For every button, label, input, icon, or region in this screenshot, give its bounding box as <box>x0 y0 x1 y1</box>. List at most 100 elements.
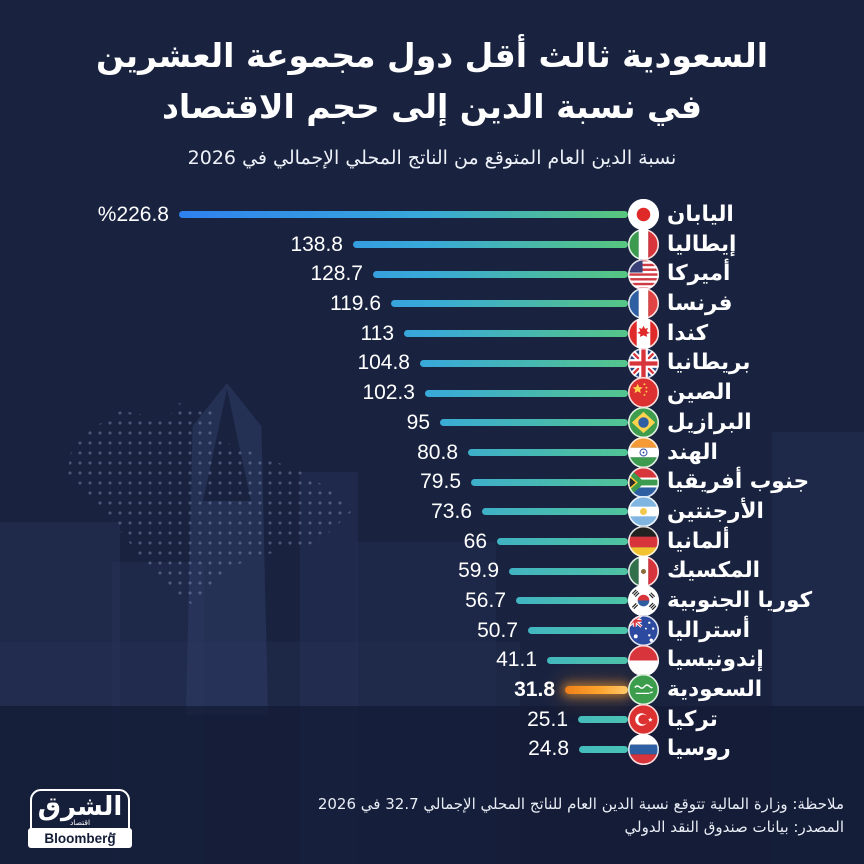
country-label: إيطاليا <box>667 231 737 257</box>
japan-flag-icon <box>628 199 659 231</box>
bloomberg-wordmark: مع Bloomberg <box>28 828 132 848</box>
chart-row: 73.6 الأرجنتين <box>0 496 864 528</box>
bar <box>509 567 628 575</box>
chart-row: 25.1 تركيا <box>0 704 864 735</box>
footnotes: ملاحظة: وزارة المالية تتوقع نسبة الدين ا… <box>318 793 844 838</box>
bar <box>471 478 628 486</box>
chart-subtitle: نسبة الدين العام المتوقع من الناتج المحل… <box>187 147 677 169</box>
chart-row: %226.8 اليابان <box>0 199 864 231</box>
bar <box>468 448 628 456</box>
bar <box>528 627 628 635</box>
bar-chart: %226.8 اليابان 138.8 إيطاليا 128.7 أميرك… <box>0 199 864 765</box>
bar-value-label: 41.1 <box>496 648 537 672</box>
bar <box>420 359 628 367</box>
russia-flag-icon <box>628 733 659 765</box>
india-flag-icon <box>628 436 659 468</box>
bar-value-label: 25.1 <box>527 707 568 731</box>
canada-flag-icon <box>628 318 659 350</box>
chart-row: 31.8 السعودية <box>0 674 864 706</box>
chart-row: 66 ألمانيا <box>0 525 864 557</box>
bar-value-label: 113 <box>360 321 394 345</box>
australia-flag-icon <box>628 614 659 646</box>
chart-row: 50.7 أستراليا <box>0 614 864 646</box>
bar-value-label: 95 <box>406 410 430 434</box>
bar-value-label: 128.7 <box>310 262 363 286</box>
country-label: الصين <box>667 380 732 406</box>
bar-value-label: 66 <box>463 529 487 553</box>
bar <box>373 270 628 278</box>
bar <box>391 300 628 308</box>
country-label: الهند <box>667 439 718 465</box>
chart-row: 113 كندا <box>0 318 864 350</box>
bar <box>579 745 628 753</box>
bar <box>565 685 628 694</box>
chart-row: 24.8 روسيا <box>0 733 864 765</box>
country-label: السعودية <box>667 677 763 702</box>
bar-value-label: 31.8 <box>514 678 555 701</box>
bar-value-label: 73.6 <box>431 499 472 523</box>
bar-value-label: 138.8 <box>290 232 343 256</box>
footer: الشرق اقتصاد مع Bloomberg ملاحظة: وزارة … <box>0 774 864 864</box>
page-title: السعودية ثالث أقل دول مجموعة العشرين في … <box>0 30 864 132</box>
source-line: المصدر: بيانات صندوق النقد الدولي <box>624 817 844 836</box>
bar <box>404 330 628 338</box>
country-label: بريطانيا <box>667 350 751 376</box>
country-label: فرنسا <box>667 291 733 317</box>
bar-value-label: 59.9 <box>458 559 499 583</box>
bar-value-label: %226.8 <box>97 203 169 226</box>
south-africa-flag-icon <box>628 466 659 498</box>
country-label: المكسيك <box>667 558 761 584</box>
note-line: ملاحظة: وزارة المالية تتوقع نسبة الدين ا… <box>317 795 844 813</box>
header: السعودية ثالث أقل دول مجموعة العشرين في … <box>0 0 864 169</box>
bar <box>497 537 628 545</box>
country-label: ألمانيا <box>667 528 730 554</box>
indonesia-flag-icon <box>628 644 659 676</box>
country-label: أميركا <box>667 261 731 287</box>
bar-value-label: 119.6 <box>330 292 381 316</box>
country-label: كوريا الجنوبية <box>667 587 813 613</box>
country-label: روسيا <box>667 736 731 762</box>
bar <box>440 419 628 427</box>
china-flag-icon <box>628 377 659 409</box>
saudi-arabia-flag-icon <box>628 674 659 706</box>
country-label: أستراليا <box>667 617 750 643</box>
country-label: كندا <box>667 320 709 346</box>
germany-flag-icon <box>628 525 659 557</box>
bar-value-label: 102.3 <box>362 381 415 405</box>
bar <box>547 656 628 664</box>
chart-row: 138.8 إيطاليا <box>0 229 864 260</box>
asharq-bloomberg-logo: الشرق اقتصاد مع Bloomberg <box>28 789 132 848</box>
chart-row: 128.7 أميركا <box>0 258 864 290</box>
country-label: البرازيل <box>667 409 752 435</box>
title-line-2: في نسبة الدين إلى حجم الاقتصاد <box>161 87 703 126</box>
bar-value-label: 79.5 <box>420 470 461 494</box>
chart-row: 102.3 الصين <box>0 377 864 409</box>
bar <box>578 716 628 724</box>
italy-flag-icon <box>628 229 659 260</box>
bar <box>482 508 628 516</box>
country-label: إندونيسيا <box>667 647 764 673</box>
uk-flag-icon <box>628 347 659 379</box>
country-label: جنوب أفريقيا <box>667 469 810 495</box>
country-label: تركيا <box>667 706 718 732</box>
chart-row: 80.8 الهند <box>0 436 864 468</box>
bloomberg-label: Bloomberg <box>44 830 116 846</box>
bar <box>353 241 628 249</box>
bar-value-label: 50.7 <box>477 618 518 642</box>
turkey-flag-icon <box>628 704 659 735</box>
chart-row: 119.6 فرنسا <box>0 288 864 320</box>
chart-row: 56.7 كوريا الجنوبية <box>0 585 864 617</box>
brazil-flag-icon <box>628 407 659 439</box>
mexico-flag-icon <box>628 555 659 587</box>
chart-row: 59.9 المكسيك <box>0 555 864 587</box>
with-label: مع <box>109 830 116 837</box>
france-flag-icon <box>628 288 659 320</box>
bar-value-label: 80.8 <box>417 440 458 464</box>
bar-value-label: 104.8 <box>357 351 410 375</box>
chart-row: 79.5 جنوب أفريقيا <box>0 466 864 498</box>
south-korea-flag-icon <box>628 585 659 617</box>
chart-row: 95 البرازيل <box>0 407 864 439</box>
chart-row: 104.8 بريطانيا <box>0 347 864 379</box>
argentina-flag-icon <box>628 496 659 528</box>
